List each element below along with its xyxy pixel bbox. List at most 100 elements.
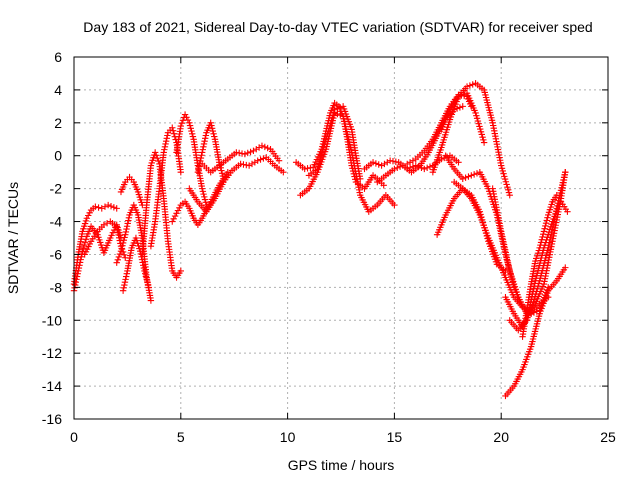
data-point [184, 116, 192, 124]
data-point [372, 160, 380, 167]
data-point [257, 156, 264, 163]
data-point [537, 239, 545, 246]
data-point [247, 148, 254, 156]
data-point [76, 262, 83, 269]
data-point [562, 264, 569, 271]
grid [74, 57, 608, 419]
data-point [477, 125, 484, 133]
data-point [122, 231, 129, 238]
data-point [406, 159, 414, 166]
data-point [244, 149, 251, 157]
data-point [147, 297, 155, 304]
data-point [162, 137, 170, 145]
data-point [381, 160, 388, 168]
data-point [380, 182, 387, 189]
data-point [465, 173, 472, 180]
data-point [479, 219, 487, 226]
data-point [316, 157, 324, 165]
series-s8 [147, 124, 184, 250]
data-point [375, 161, 382, 168]
data-point [502, 178, 510, 185]
data-point [378, 162, 385, 169]
data-point [501, 173, 508, 180]
data-point [253, 145, 260, 153]
y-tick-label: -8 [50, 279, 63, 295]
data-point [177, 122, 184, 130]
data-point [478, 131, 485, 138]
data-point [114, 256, 121, 264]
data-point [173, 210, 180, 217]
data-point [477, 128, 485, 135]
data-point [504, 183, 511, 191]
data-point [322, 138, 329, 146]
series-s9 [169, 168, 231, 229]
data-point [456, 104, 464, 111]
data-point [92, 203, 99, 210]
data-point [504, 186, 512, 194]
axis-ticks: 0 5 10 15 20 25 -16 -14 -12 -10 -8 -6 -4 -2 0 2 4 6 [42, 49, 616, 445]
data-point [160, 149, 167, 156]
data-point [144, 281, 152, 288]
series-s25 [489, 168, 569, 317]
data-point [498, 162, 505, 169]
data-point [216, 159, 223, 166]
data-point [74, 270, 81, 277]
plot-frame [73, 56, 609, 420]
data-point [218, 167, 225, 174]
data-point [194, 168, 202, 176]
data-point [480, 221, 487, 229]
data-point [245, 162, 253, 169]
data-point [472, 109, 479, 117]
data-point [505, 189, 513, 196]
data-point [113, 223, 120, 230]
series-s7 [139, 149, 184, 281]
data-point [174, 207, 182, 214]
data-point [321, 141, 328, 148]
data-point [483, 232, 491, 240]
data-point [261, 143, 269, 151]
data-point [86, 209, 93, 216]
data-point [81, 242, 88, 249]
data-point [118, 245, 125, 252]
data-point [200, 140, 208, 148]
series-s21 [438, 80, 513, 199]
data-point [117, 247, 125, 255]
y-tick-label: -16 [42, 411, 62, 427]
data-point [210, 130, 217, 137]
data-point [200, 190, 207, 198]
data-point [538, 236, 545, 243]
data-point [110, 204, 118, 211]
data-point [481, 224, 488, 232]
data-point [539, 233, 546, 241]
data-point [250, 147, 257, 154]
data-point [177, 168, 184, 176]
data-point [143, 275, 150, 283]
data-point [217, 164, 224, 171]
data-point [328, 117, 335, 124]
data-point [155, 157, 162, 165]
data-point [123, 225, 130, 233]
data-point [170, 215, 177, 223]
data-point [75, 267, 82, 275]
data-point [459, 175, 466, 182]
data-point [258, 142, 266, 150]
data-point [154, 154, 161, 162]
data-point [187, 125, 194, 132]
data-point [140, 264, 148, 272]
data-point [169, 124, 176, 131]
x-tick-label: 15 [387, 429, 403, 445]
series-s5 [119, 234, 152, 294]
series-s13 [194, 119, 227, 182]
data-point [122, 273, 130, 280]
data-point [473, 115, 481, 122]
data-point [151, 149, 159, 156]
data-point [196, 160, 203, 167]
data-point [476, 208, 484, 215]
data-point [140, 262, 147, 269]
data-point [144, 278, 151, 286]
data-point [200, 143, 207, 150]
data-point [123, 223, 131, 230]
x-tick-label: 20 [493, 429, 509, 445]
data-point [119, 239, 127, 247]
data-point [369, 159, 377, 166]
